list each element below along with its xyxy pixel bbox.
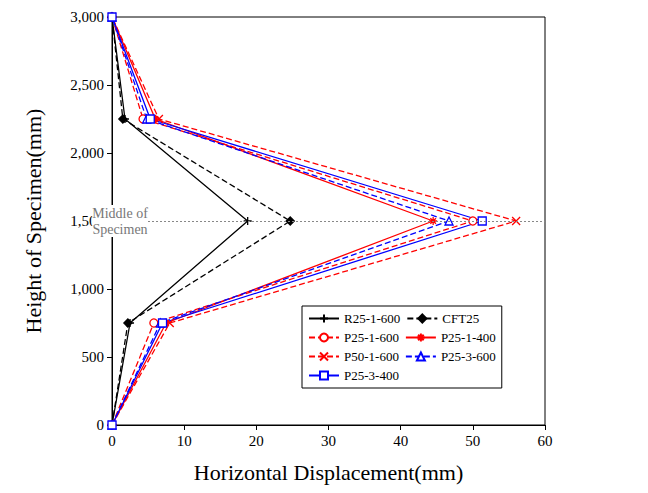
svg-text:0: 0 bbox=[97, 417, 105, 433]
svg-text:P25-1-400: P25-1-400 bbox=[441, 330, 496, 345]
svg-text:Horizontal Displacement(mm): Horizontal Displacement(mm) bbox=[194, 460, 463, 485]
svg-text:P25-1-600: P25-1-600 bbox=[344, 330, 399, 345]
svg-text:P50-1-600: P50-1-600 bbox=[344, 349, 399, 364]
svg-text:50: 50 bbox=[465, 433, 480, 449]
svg-text:2,500: 2,500 bbox=[70, 77, 104, 93]
svg-text:3,000: 3,000 bbox=[70, 9, 104, 25]
svg-text:1,500: 1,500 bbox=[70, 213, 104, 229]
svg-text:500: 500 bbox=[82, 349, 105, 365]
svg-text:60: 60 bbox=[538, 433, 553, 449]
svg-text:P25-3-600: P25-3-600 bbox=[441, 349, 496, 364]
svg-text:Height of Specimen(mm): Height of Specimen(mm) bbox=[21, 109, 46, 334]
svg-text:P25-3-400: P25-3-400 bbox=[344, 368, 399, 383]
svg-text:Middle of: Middle of bbox=[92, 206, 148, 221]
svg-text:40: 40 bbox=[393, 433, 408, 449]
svg-text:2,000: 2,000 bbox=[70, 145, 104, 161]
svg-text:0: 0 bbox=[108, 433, 116, 449]
svg-text:Specimen: Specimen bbox=[92, 222, 147, 237]
svg-text:30: 30 bbox=[321, 433, 336, 449]
svg-text:10: 10 bbox=[177, 433, 192, 449]
svg-text:CFT25: CFT25 bbox=[442, 311, 479, 326]
svg-text:20: 20 bbox=[249, 433, 264, 449]
svg-text:R25-1-600: R25-1-600 bbox=[344, 311, 400, 326]
svg-text:1,000: 1,000 bbox=[70, 281, 104, 297]
